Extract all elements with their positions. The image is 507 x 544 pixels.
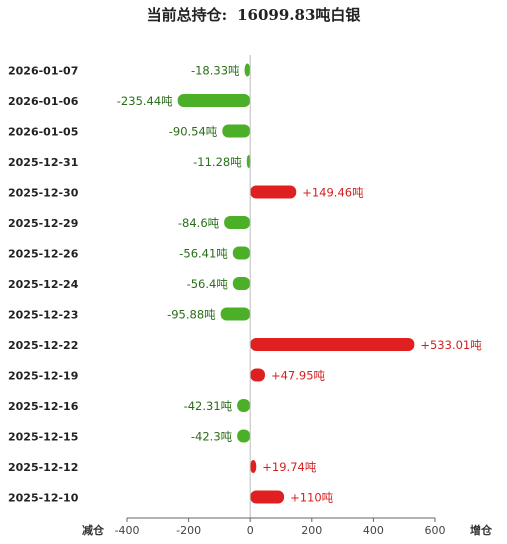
x-axis-label-increase: 增仓: [470, 523, 493, 537]
bar: [237, 399, 251, 412]
x-tick-label: 200: [301, 524, 322, 537]
x-tick-label: -200: [176, 524, 201, 537]
bar: [222, 124, 251, 138]
data-label: -56.4吨: [187, 277, 229, 291]
bar: [220, 307, 251, 321]
category-label: 2026-01-06: [8, 95, 79, 108]
bar: [244, 63, 251, 77]
bar: [250, 185, 297, 199]
chart-title: 当前总持仓: 16099.83吨白银: [0, 4, 507, 25]
category-label: 2025-12-30: [8, 187, 79, 200]
bar: [177, 94, 251, 107]
data-label: -56.41吨: [179, 247, 228, 261]
category-label: 2025-12-12: [8, 461, 78, 474]
data-label: -90.54吨: [169, 125, 218, 139]
category-label: 2026-01-07: [8, 65, 78, 78]
x-tick-label: 600: [425, 524, 446, 537]
title-unit: 吨白银: [315, 6, 361, 24]
bar: [232, 246, 251, 260]
x-axis-label-decrease: 减仓: [82, 523, 105, 537]
category-label: 2025-12-15: [8, 431, 78, 444]
bar: [224, 216, 251, 229]
x-tick-label: 0: [247, 524, 254, 537]
title-value: 16099.83: [237, 6, 316, 24]
bar: [237, 429, 251, 443]
category-label: 2025-12-29: [8, 217, 78, 230]
data-label: +149.46吨: [302, 186, 364, 200]
data-label: -42.31吨: [184, 399, 233, 413]
data-label: -95.88吨: [167, 308, 216, 322]
category-label: 2025-12-26: [8, 248, 79, 261]
data-label: +533.01吨: [420, 338, 482, 352]
data-label: -18.33吨: [191, 64, 240, 78]
data-label: +47.95吨: [271, 369, 326, 383]
category-label: 2025-12-10: [8, 492, 79, 505]
category-label: 2026-01-05: [8, 126, 78, 139]
data-label: -235.44吨: [117, 94, 173, 108]
bar: [250, 338, 415, 351]
category-label: 2025-12-19: [8, 370, 78, 383]
data-label: +19.74吨: [262, 460, 317, 474]
bar: [250, 460, 257, 473]
bar: [250, 490, 285, 504]
category-label: 2025-12-23: [8, 309, 78, 322]
category-label: 2025-12-31: [8, 156, 78, 169]
x-tick-label: 400: [363, 524, 384, 537]
data-label: -42.3吨: [191, 430, 233, 444]
category-label: 2025-12-24: [8, 278, 79, 291]
category-label: 2025-12-16: [8, 400, 79, 413]
data-label: -11.28吨: [193, 155, 242, 169]
data-label: +110吨: [290, 491, 334, 505]
bar: [250, 368, 265, 382]
bar: [232, 277, 251, 290]
category-label: 2025-12-22: [8, 339, 78, 352]
x-tick-label: -400: [115, 524, 140, 537]
data-label: -84.6吨: [178, 216, 220, 230]
title-label: 当前总持仓:: [146, 6, 228, 24]
